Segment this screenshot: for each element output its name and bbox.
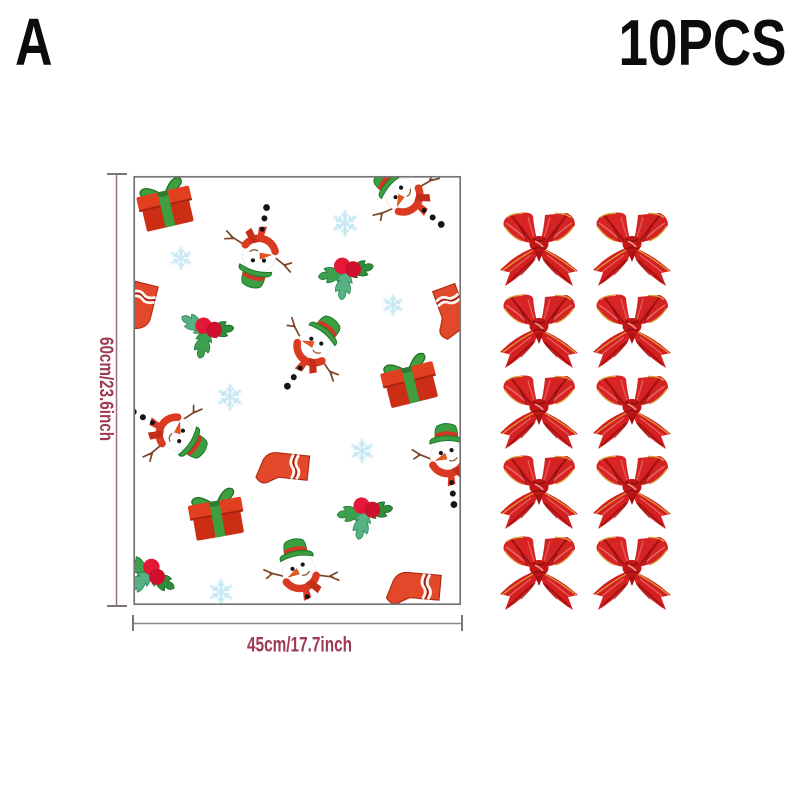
svg-text:45cm/17.7inch: 45cm/17.7inch xyxy=(247,634,352,657)
svg-text:A: A xyxy=(15,5,53,80)
svg-text:10PCS: 10PCS xyxy=(619,7,787,79)
svg-text:60cm/23.6inch: 60cm/23.6inch xyxy=(95,337,116,441)
